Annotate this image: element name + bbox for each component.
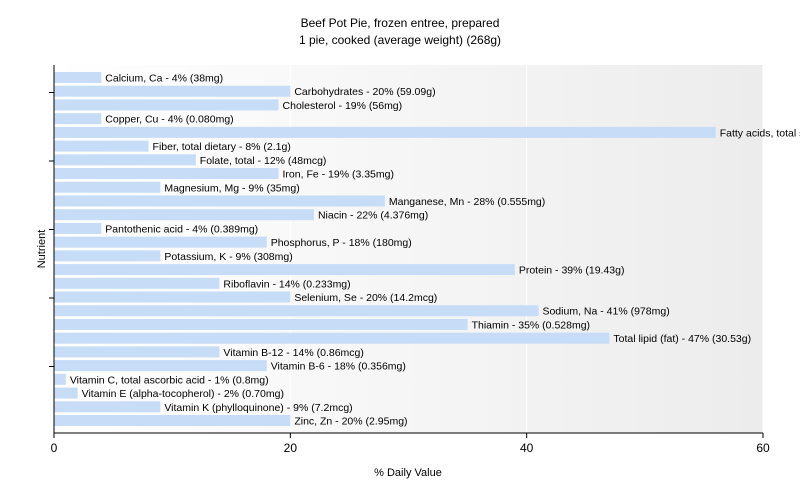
bar-label: Carbohydrates - 20% (59.09g) <box>294 86 435 98</box>
bar-label: Vitamin C, total ascorbic acid - 1% (0.8… <box>70 374 269 386</box>
y-axis-label: Nutrient <box>36 230 48 269</box>
bar <box>54 387 78 399</box>
x-tick-label: 60 <box>756 441 770 455</box>
bar-label: Fatty acids, total saturated - 56% (11.1… <box>720 127 800 139</box>
bar <box>54 209 314 221</box>
x-tick-label: 40 <box>520 441 534 455</box>
bar <box>54 236 267 248</box>
bar <box>54 85 291 97</box>
x-axis-label: % Daily Value <box>374 467 442 479</box>
bar <box>54 222 102 234</box>
bar <box>54 113 102 125</box>
bar-label: Total lipid (fat) - 47% (30.53g) <box>613 333 751 345</box>
bar <box>54 140 149 152</box>
bar <box>54 373 66 385</box>
plot-background <box>54 65 763 433</box>
bar <box>54 332 610 344</box>
bar-label: Phosphorus, P - 18% (180mg) <box>271 237 412 249</box>
bar <box>54 195 385 207</box>
bar-label: Vitamin K (phylloquinone) - 9% (7.2mcg) <box>164 402 352 414</box>
bar-label: Folate, total - 12% (48mcg) <box>200 155 327 167</box>
bar <box>54 72 102 83</box>
bar-label: Manganese, Mn - 28% (0.555mg) <box>389 196 545 208</box>
bar-label: Potassium, K - 9% (308mg) <box>164 251 292 263</box>
chart-subtitle: 1 pie, cooked (average weight) (268g) <box>299 33 501 47</box>
bar <box>54 346 220 358</box>
bar-label: Calcium, Ca - 4% (38mg) <box>105 73 223 85</box>
bar <box>54 168 279 180</box>
bar-label: Riboflavin - 14% (0.233mg) <box>223 278 350 290</box>
bar-label: Selenium, Se - 20% (14.2mcg) <box>294 292 437 304</box>
x-tick-label: 0 <box>51 441 58 455</box>
bar <box>54 305 539 317</box>
bar-label: Thiamin - 35% (0.528mg) <box>472 319 590 331</box>
bar-label: Fiber, total dietary - 8% (2.1g) <box>153 141 291 153</box>
grid-lines <box>289 65 764 433</box>
bar <box>54 291 291 303</box>
bar-label: Protein - 39% (19.43g) <box>519 265 625 277</box>
bar-label: Cholesterol - 19% (56mg) <box>283 100 403 112</box>
bar-label: Sodium, Na - 41% (978mg) <box>542 306 669 318</box>
bar-label: Vitamin B-12 - 14% (0.86mcg) <box>223 347 363 359</box>
bar <box>54 99 279 111</box>
bar <box>54 360 267 372</box>
bar <box>54 415 291 426</box>
bar <box>54 181 161 193</box>
bar <box>54 154 196 166</box>
bar-label: Niacin - 22% (4.376mg) <box>318 210 428 222</box>
bar-label: Pantothenic acid - 4% (0.389mg) <box>105 223 258 235</box>
bar-label: Iron, Fe - 19% (3.35mg) <box>283 169 394 181</box>
bar <box>54 250 161 262</box>
x-tick-label: 20 <box>284 441 298 455</box>
bar-label: Magnesium, Mg - 9% (35mg) <box>164 182 299 194</box>
bar-label: Vitamin E (alpha-tocopherol) - 2% (0.70m… <box>82 388 284 400</box>
bar <box>54 126 716 138</box>
bars: Calcium, Ca - 4% (38mg) Carbohydrates - 2… <box>54 72 800 428</box>
bar <box>54 318 468 330</box>
bar-label: Zinc, Zn - 20% (2.95mg) <box>294 416 407 428</box>
axes: 0 20 40 60 <box>49 65 770 455</box>
bar-label: Copper, Cu - 4% (0.080mg) <box>105 114 233 126</box>
chart-title: Beef Pot Pie, frozen entree, prepared <box>301 16 500 30</box>
bar-label: Vitamin B-6 - 18% (0.356mg) <box>271 361 406 373</box>
bar <box>54 264 515 276</box>
bar <box>54 401 161 413</box>
bar <box>54 277 220 289</box>
